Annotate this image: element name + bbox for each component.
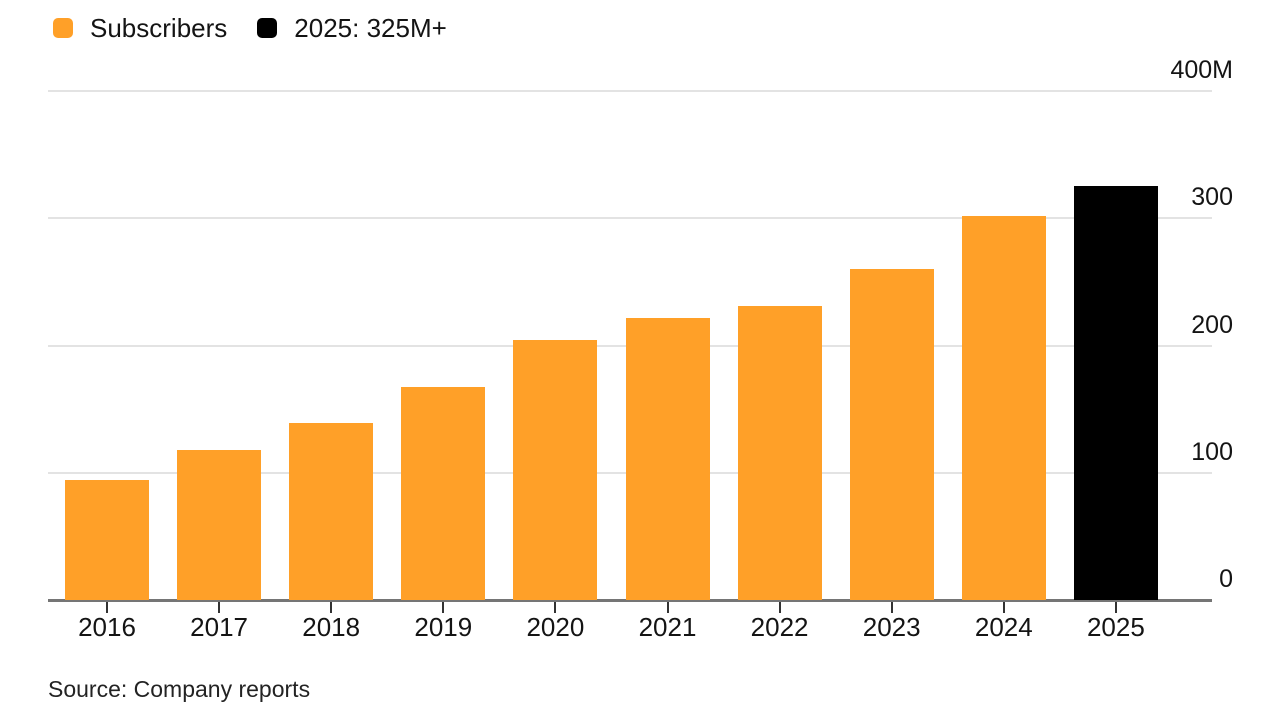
chart-legend: Subscribers 2025: 325M+ <box>53 15 447 41</box>
highlight-2025-legend-label: 2025: 325M+ <box>294 13 447 43</box>
x-axis-label-2018: 2018 <box>302 612 361 642</box>
bar-2016 <box>65 480 149 600</box>
source-note: Source: Company reports <box>48 676 311 702</box>
x-tick-2025 <box>1114 602 1117 613</box>
bar-2020 <box>513 340 598 600</box>
x-tick-2019 <box>442 602 445 613</box>
bar-2021 <box>625 317 710 600</box>
x-tick-2016 <box>106 602 108 613</box>
bar-2019 <box>401 387 486 600</box>
x-axis-label-2016: 2016 <box>78 612 136 642</box>
x-axis-label-2022: 2022 <box>750 612 809 642</box>
gridline-300 <box>48 217 1212 220</box>
x-axis-label-2024: 2024 <box>974 612 1033 642</box>
x-axis-line <box>48 599 1212 602</box>
gridline-400 <box>48 90 1212 92</box>
x-tick-2023 <box>890 602 893 613</box>
bar-2023 <box>849 269 934 600</box>
bar-2017 <box>177 449 262 600</box>
subscribers-legend-label: Subscribers <box>90 13 228 43</box>
highlight-2025-legend-swatch-icon <box>257 18 278 38</box>
x-tick-2024 <box>1002 602 1005 613</box>
y-axis-label-300: 300 <box>1191 183 1233 212</box>
y-axis-label-0: 0 <box>1219 565 1233 593</box>
y-axis-label-200: 200 <box>1191 310 1233 339</box>
x-tick-2020 <box>554 602 557 613</box>
x-axis-label-2021: 2021 <box>638 612 697 642</box>
x-axis-label-2023: 2023 <box>862 612 921 642</box>
y-axis-label-400M: 400M <box>1170 56 1233 84</box>
x-tick-2017 <box>218 602 221 613</box>
bar-2024 <box>961 215 1046 600</box>
y-axis-label-100: 100 <box>1191 437 1233 466</box>
x-axis-label-2025: 2025 <box>1086 612 1145 642</box>
x-tick-2018 <box>330 602 333 613</box>
x-axis-label-2019: 2019 <box>414 612 473 642</box>
bar-2025 <box>1073 186 1158 600</box>
bar-2022 <box>737 306 822 600</box>
x-tick-2022 <box>778 602 781 613</box>
bar-2018 <box>289 423 374 600</box>
x-tick-2021 <box>666 602 669 613</box>
x-axis-label-2017: 2017 <box>190 612 249 642</box>
subscribers-legend-swatch-icon <box>53 18 73 38</box>
x-axis-label-2020: 2020 <box>526 612 585 642</box>
